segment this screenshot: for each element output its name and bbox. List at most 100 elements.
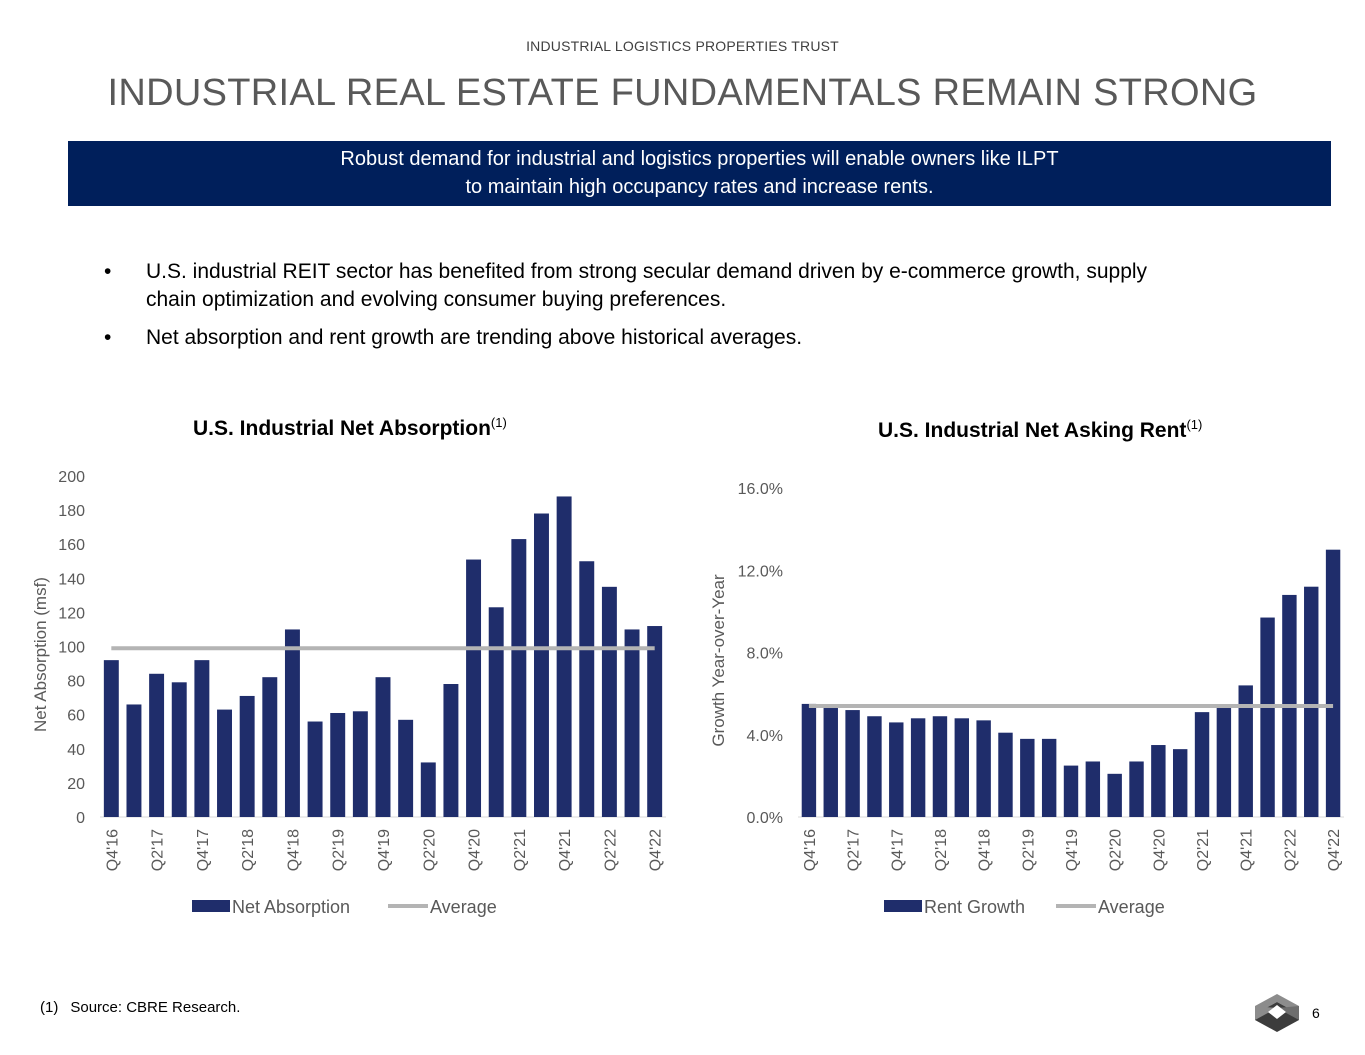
x-tick-label: Q4'16 <box>802 829 819 871</box>
bar <box>284 629 300 817</box>
chart-title-text: U.S. Industrial Net Absorption <box>193 417 491 440</box>
y-tick-label: 16.0% <box>738 481 783 498</box>
bar <box>307 721 323 817</box>
bar <box>103 660 119 817</box>
x-tick-label: Q4'19 <box>376 829 393 871</box>
bar <box>1020 738 1035 817</box>
x-tick-label: Q2'18 <box>933 829 950 871</box>
bar <box>801 703 817 817</box>
bar <box>998 732 1013 817</box>
bar <box>823 708 838 817</box>
y-tick-label: 100 <box>58 640 85 657</box>
bar <box>420 762 436 817</box>
bar <box>1325 549 1341 817</box>
x-tick-label: Q2'19 <box>1020 829 1037 871</box>
x-tick-label: Q2'20 <box>1108 829 1125 871</box>
bar <box>1172 749 1188 817</box>
banner-line-1: Robust demand for industrial and logisti… <box>340 148 1059 170</box>
x-tick-label: Q4'18 <box>285 829 302 871</box>
bar <box>1129 761 1144 817</box>
y-tick-label: 60 <box>67 708 85 725</box>
bar <box>330 712 346 817</box>
y-tick-label: 160 <box>58 537 85 554</box>
x-tick-label: Q2'17 <box>150 829 167 871</box>
x-tick-label: Q4'19 <box>1064 829 1081 871</box>
company-name: INDUSTRIAL LOGISTICS PROPERTIES TRUST <box>526 38 839 54</box>
bullet-item: • Net absorption and rent growth are tre… <box>100 324 1280 352</box>
footnote-number: (1) <box>40 999 59 1016</box>
bar <box>352 711 368 817</box>
legend-swatch-bar <box>884 900 922 912</box>
bar <box>1107 773 1122 817</box>
bar <box>932 716 948 817</box>
net-absorption-chart: 0 20 40 60 80 100 120 140 160 180 200 Net Absorptio… <box>31 469 666 917</box>
y-tick-label: 20 <box>67 776 85 793</box>
legend-swatch-bar <box>192 900 230 912</box>
bar <box>149 673 165 817</box>
y-tick-label: 140 <box>58 571 85 588</box>
y-tick-label: 0.0% <box>747 810 783 827</box>
bar <box>910 718 926 817</box>
y-tick-label: 12.0% <box>738 563 783 580</box>
x-tick-label: Q4'22 <box>648 829 665 871</box>
x-tick-label: Q2'21 <box>1195 829 1212 871</box>
chart-title-net-asking-rent: U.S. Industrial Net Asking Rent(1) <box>878 417 1202 443</box>
bar <box>1216 708 1232 817</box>
net-asking-rent-chart: 0.0% 4.0% 8.0% 12.0% 16.0% Growth Year-over-Y… <box>709 481 1344 917</box>
x-tick-label: Q4'17 <box>889 829 906 871</box>
bar <box>867 716 882 817</box>
bar <box>954 718 970 817</box>
x-tick-label: Q4'17 <box>195 829 212 871</box>
y-tick-label: 180 <box>58 503 85 520</box>
bullet-text: Net absorption and rent growth are trend… <box>146 326 803 349</box>
y-tick-label: 8.0% <box>747 646 783 663</box>
bullet-item: • U.S. industrial REIT sector has benefi… <box>100 258 1280 314</box>
bullet-text-continued: chain optimization and evolving consumer… <box>146 288 727 311</box>
y-tick-label: 120 <box>58 605 85 622</box>
x-tick-label: Q4'22 <box>1326 829 1343 871</box>
bar <box>1260 617 1275 817</box>
ilpt-logo-icon <box>1255 994 1299 1032</box>
bar <box>375 677 391 817</box>
bar <box>889 722 904 817</box>
x-tick-label: Q2'22 <box>602 829 619 871</box>
x-tick-label: Q4'21 <box>557 829 574 871</box>
legend-label: Average <box>1098 897 1165 917</box>
bar <box>443 684 459 817</box>
x-tick-label: Q4'20 <box>467 829 484 871</box>
legend-label: Average <box>430 897 497 917</box>
y-axis-title: Net Absorption (msf) <box>31 577 50 732</box>
bar <box>1151 745 1166 817</box>
bullet-icon: • <box>104 326 112 349</box>
x-tick-label: Q2'19 <box>331 829 348 871</box>
bar <box>556 496 572 817</box>
bar <box>466 559 482 817</box>
bar <box>488 607 504 817</box>
bar <box>171 682 187 817</box>
x-tick-label: Q4'21 <box>1239 829 1256 871</box>
bar <box>1041 738 1057 817</box>
footnote-text: Source: CBRE Research. <box>70 999 241 1016</box>
bar <box>398 719 414 817</box>
bar <box>1063 765 1079 817</box>
chart-title-text: U.S. Industrial Net Asking Rent <box>878 419 1187 442</box>
x-tick-label: Q4'16 <box>104 829 121 871</box>
y-tick-label: 40 <box>67 742 85 759</box>
bullet-text: U.S. industrial REIT sector has benefite… <box>146 260 1148 283</box>
key-message-banner: Robust demand for industrial and logisti… <box>68 141 1331 206</box>
bar <box>976 720 991 817</box>
chart-title-net-absorption: U.S. Industrial Net Absorption(1) <box>193 415 507 441</box>
page-title: INDUSTRIAL REAL ESTATE FUNDAMENTALS REMA… <box>107 72 1258 114</box>
bar <box>534 513 549 817</box>
x-tick-label: Q4'18 <box>977 829 994 871</box>
bar <box>194 660 210 817</box>
legend-label: Rent Growth <box>924 897 1025 917</box>
footnote: (1) Source: CBRE Research. <box>40 999 240 1016</box>
bar <box>579 561 595 817</box>
bar <box>1085 761 1101 817</box>
y-axis-title: Growth Year-over-Year <box>709 574 728 747</box>
x-tick-label: Q4'20 <box>1151 829 1168 871</box>
bar <box>845 710 860 817</box>
y-tick-label: 80 <box>67 674 85 691</box>
page-number: 6 <box>1312 1005 1320 1021</box>
